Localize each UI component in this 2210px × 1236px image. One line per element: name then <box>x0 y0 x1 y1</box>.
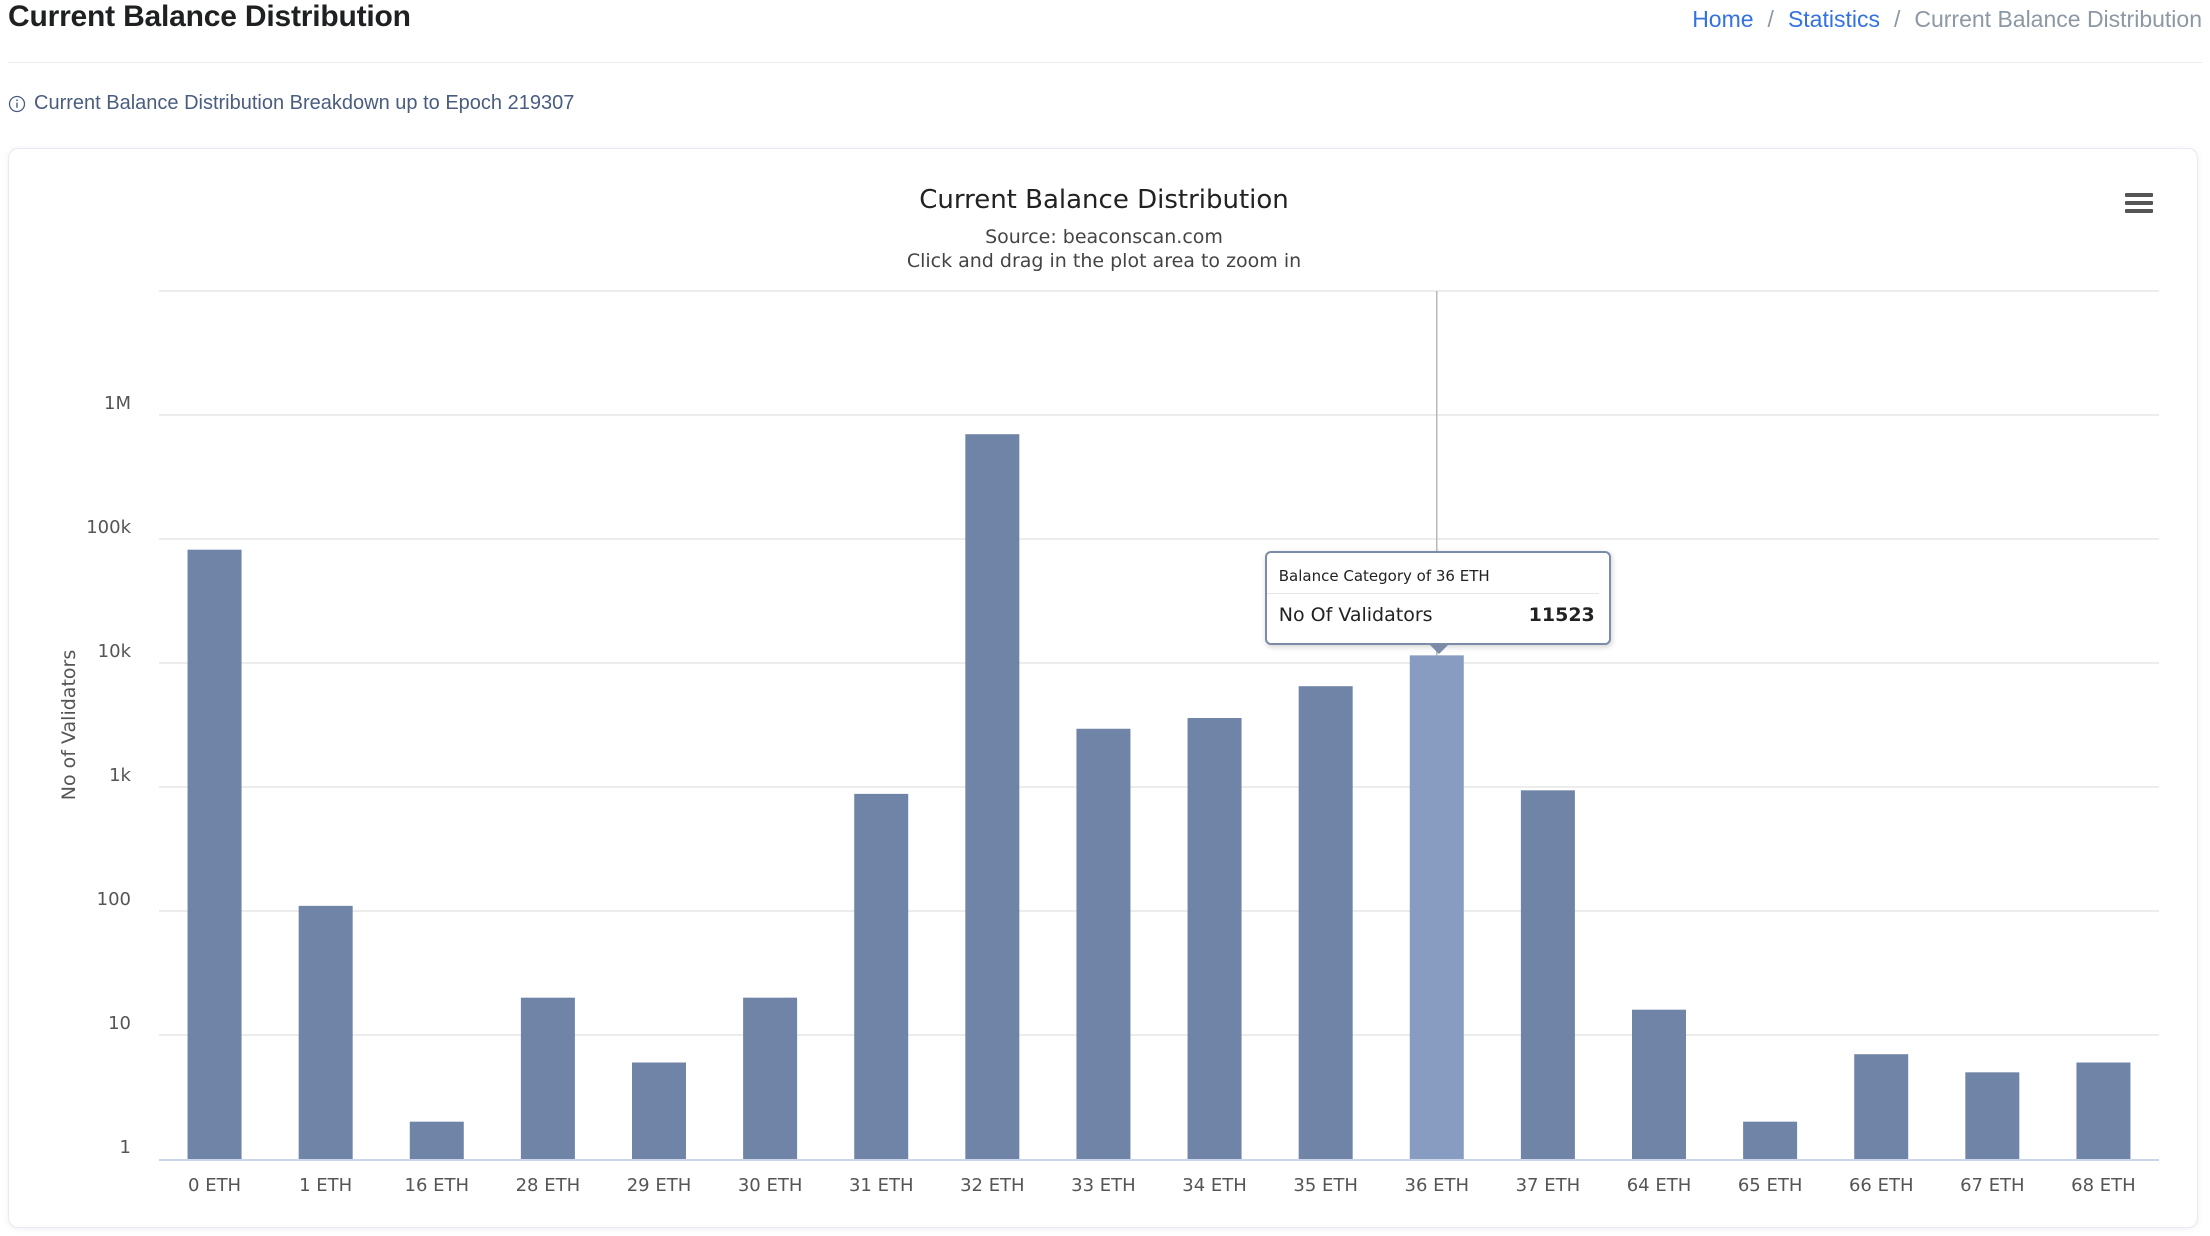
bar-1-eth[interactable] <box>298 905 353 1159</box>
x-tick-label: 36 ETH <box>1405 1175 1470 1196</box>
bar-35-eth[interactable] <box>1298 686 1353 1159</box>
page-header: Current Balance Distribution Home / Stat… <box>8 0 2202 63</box>
hamburger-menu-icon <box>2125 193 2153 197</box>
chart-card: Current Balance Distribution Source: bea… <box>8 148 2198 1228</box>
x-tick-label: 33 ETH <box>1071 1175 1136 1196</box>
y-tick-label: 10k <box>98 641 132 662</box>
bar-31-eth[interactable] <box>854 793 909 1159</box>
breadcrumb-statistics-link[interactable]: Statistics <box>1787 6 1880 32</box>
y-axis-title: No of Validators <box>58 650 80 800</box>
bar-0-eth[interactable] <box>187 549 242 1159</box>
bar-66-eth[interactable] <box>1854 1054 1909 1159</box>
x-tick-label: 67 ETH <box>1960 1175 2025 1196</box>
chart-title: Current Balance Distribution <box>919 185 1289 215</box>
y-tick-label: 10 <box>108 1013 131 1034</box>
tooltip-row: No Of Validators 11523 <box>1267 594 1609 636</box>
info-icon <box>8 95 26 112</box>
bar-28-eth[interactable] <box>520 997 575 1159</box>
chart-tooltip: Balance Category of 36 ETH No Of Validat… <box>1264 551 1611 655</box>
x-tick-label: 32 ETH <box>960 1175 1025 1196</box>
breadcrumb: Home / Statistics / Current Balance Dist… <box>1692 6 2202 33</box>
breadcrumb-separator: / <box>1893 6 1901 32</box>
chart-menu-button[interactable] <box>2125 193 2155 219</box>
tooltip-header: Balance Category of 36 ETH <box>1266 553 1599 595</box>
bar-37-eth[interactable] <box>1520 790 1575 1159</box>
bar-68-eth[interactable] <box>2076 1062 2131 1159</box>
y-tick-label: 100k <box>86 517 131 538</box>
breadcrumb-current: Current Balance Distribution <box>1914 6 2202 32</box>
y-tick-label: 100 <box>97 889 131 910</box>
breadcrumb-home-link[interactable]: Home <box>1692 6 1754 32</box>
bar-16-eth[interactable] <box>409 1121 464 1159</box>
bar-32-eth[interactable] <box>965 434 1020 1159</box>
bar-34-eth[interactable] <box>1187 718 1242 1159</box>
x-tick-label: 30 ETH <box>738 1175 803 1196</box>
chart-subtitle-hint: Click and drag in the plot area to zoom … <box>907 250 1301 272</box>
x-tick-label: 16 ETH <box>405 1175 470 1196</box>
tooltip-label: No Of Validators <box>1278 604 1433 627</box>
bar-65-eth[interactable] <box>1743 1121 1798 1159</box>
hamburger-menu-icon <box>2125 201 2153 205</box>
x-tick-label: 1 ETH <box>299 1175 352 1196</box>
bar-chart[interactable]: Current Balance Distribution Source: bea… <box>9 149 2199 1229</box>
hamburger-menu-icon <box>2125 209 2153 213</box>
x-tick-label: 37 ETH <box>1516 1175 1581 1196</box>
breadcrumb-separator: / <box>1767 6 1774 32</box>
y-tick-label: 1k <box>109 765 131 786</box>
bar-67-eth[interactable] <box>1965 1072 2020 1159</box>
page-title: Current Balance Distribution <box>8 0 411 33</box>
y-tick-label: 1M <box>104 393 131 414</box>
y-tick-label: 1 <box>120 1137 131 1158</box>
bar-30-eth[interactable] <box>743 997 798 1159</box>
x-tick-label: 64 ETH <box>1627 1175 1692 1196</box>
tooltip-pointer <box>1429 645 1448 655</box>
x-tick-label: 66 ETH <box>1849 1175 1914 1196</box>
x-tick-label: 68 ETH <box>2071 1175 2136 1196</box>
chart-subtitle: Source: beaconscan.com <box>985 226 1223 248</box>
bar-64-eth[interactable] <box>1632 1009 1686 1159</box>
x-tick-label: 65 ETH <box>1738 1175 1803 1196</box>
info-text: Current Balance Distribution Breakdown u… <box>34 92 575 114</box>
tooltip-value: 11523 <box>1528 604 1595 627</box>
x-tick-label: 28 ETH <box>516 1175 581 1196</box>
x-tick-label: 0 ETH <box>188 1175 241 1196</box>
x-tick-label: 34 ETH <box>1182 1175 1247 1196</box>
x-tick-label: 29 ETH <box>627 1175 692 1196</box>
bar-36-eth[interactable] <box>1409 655 1464 1159</box>
info-line: Current Balance Distribution Breakdown u… <box>8 92 574 115</box>
bar-33-eth[interactable] <box>1076 728 1131 1159</box>
x-tick-label: 35 ETH <box>1293 1175 1358 1196</box>
bar-29-eth[interactable] <box>632 1062 686 1159</box>
x-tick-label: 31 ETH <box>849 1175 914 1196</box>
